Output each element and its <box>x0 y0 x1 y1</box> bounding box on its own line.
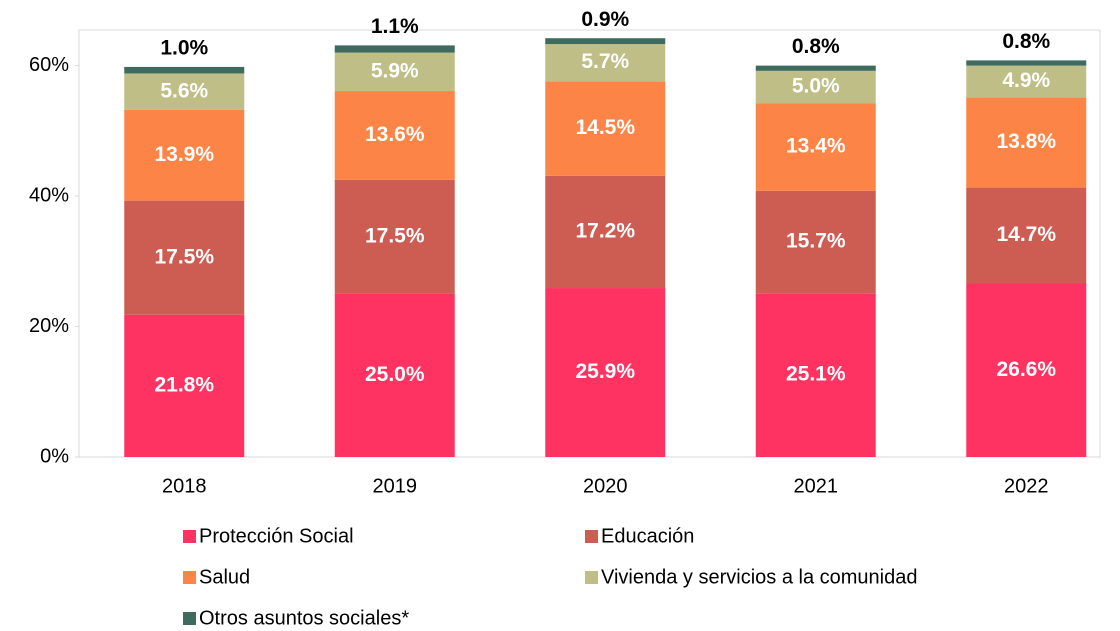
data-label: 17.5% <box>154 245 214 268</box>
bar-segment <box>755 70 876 104</box>
legend-swatch <box>183 571 196 584</box>
bar-segment <box>755 293 876 457</box>
data-label: 5.7% <box>581 50 629 73</box>
y-tick-label: 60% <box>29 54 69 76</box>
data-label: 17.2% <box>575 220 635 243</box>
bar-segment <box>124 109 245 201</box>
bar-segment <box>124 314 245 457</box>
data-label: 1.0% <box>160 36 208 59</box>
data-label: 5.6% <box>160 79 208 102</box>
bar-segment <box>334 179 455 294</box>
bar-segment <box>545 44 666 82</box>
bar-segment <box>545 38 666 45</box>
data-label: 13.8% <box>996 130 1056 153</box>
bar-segment <box>124 73 245 110</box>
data-label: 13.4% <box>786 135 846 158</box>
data-label: 13.6% <box>365 123 425 146</box>
legend-label: Vivienda y servicios a la comunidad <box>601 566 917 588</box>
data-label: 5.0% <box>792 75 840 98</box>
bar-segment <box>966 283 1087 457</box>
bar-segment <box>966 60 1087 66</box>
bar-segment <box>966 187 1087 284</box>
data-label: 25.9% <box>575 360 635 383</box>
bar-segment <box>755 190 876 294</box>
bar-segment <box>334 91 455 180</box>
data-label: 4.9% <box>1002 69 1050 92</box>
bar-segment <box>755 103 876 191</box>
data-label: 14.7% <box>996 223 1056 246</box>
data-label: 15.7% <box>786 230 846 253</box>
bar-segment <box>545 81 666 176</box>
legend-swatch <box>585 571 598 584</box>
data-label: 13.9% <box>154 143 214 166</box>
bar-segment <box>124 66 245 74</box>
data-label: 17.5% <box>365 224 425 247</box>
bar-segment <box>334 52 455 92</box>
legend-label: Salud <box>199 566 250 588</box>
bar-segment <box>334 293 455 457</box>
legend-swatch <box>183 612 196 625</box>
y-tick-label: 20% <box>29 315 69 337</box>
bar-segment <box>545 175 666 289</box>
x-tick-label: 2019 <box>373 475 418 497</box>
y-tick-label: 40% <box>29 184 69 206</box>
data-label: 25.1% <box>786 363 846 386</box>
x-tick-label: 2022 <box>1004 475 1049 497</box>
data-label: 26.6% <box>996 358 1056 381</box>
y-tick-label: 0% <box>40 445 69 467</box>
data-label: 25.0% <box>365 363 425 386</box>
data-label: 0.8% <box>792 35 840 58</box>
x-tick-label: 2020 <box>583 475 628 497</box>
data-label: 0.9% <box>581 8 629 31</box>
x-tick-label: 2021 <box>794 475 839 497</box>
legend-label: Educación <box>601 525 694 547</box>
data-label: 14.5% <box>575 116 635 139</box>
data-label: 5.9% <box>371 59 419 82</box>
data-label: 1.1% <box>371 15 419 38</box>
legend-label: Protección Social <box>199 525 354 547</box>
legend-label: Otros asuntos sociales* <box>199 607 409 629</box>
data-label: 0.8% <box>1002 30 1050 53</box>
x-tick-label: 2018 <box>162 475 207 497</box>
bar-segment <box>966 65 1087 98</box>
bar-segment <box>755 65 876 71</box>
legend-swatch <box>183 530 196 543</box>
bar-segment <box>334 45 455 53</box>
bar-segment <box>966 97 1087 188</box>
bar-segment <box>545 288 666 457</box>
bar-segment <box>124 200 245 315</box>
legend-swatch <box>585 530 598 543</box>
data-label: 21.8% <box>154 373 214 396</box>
